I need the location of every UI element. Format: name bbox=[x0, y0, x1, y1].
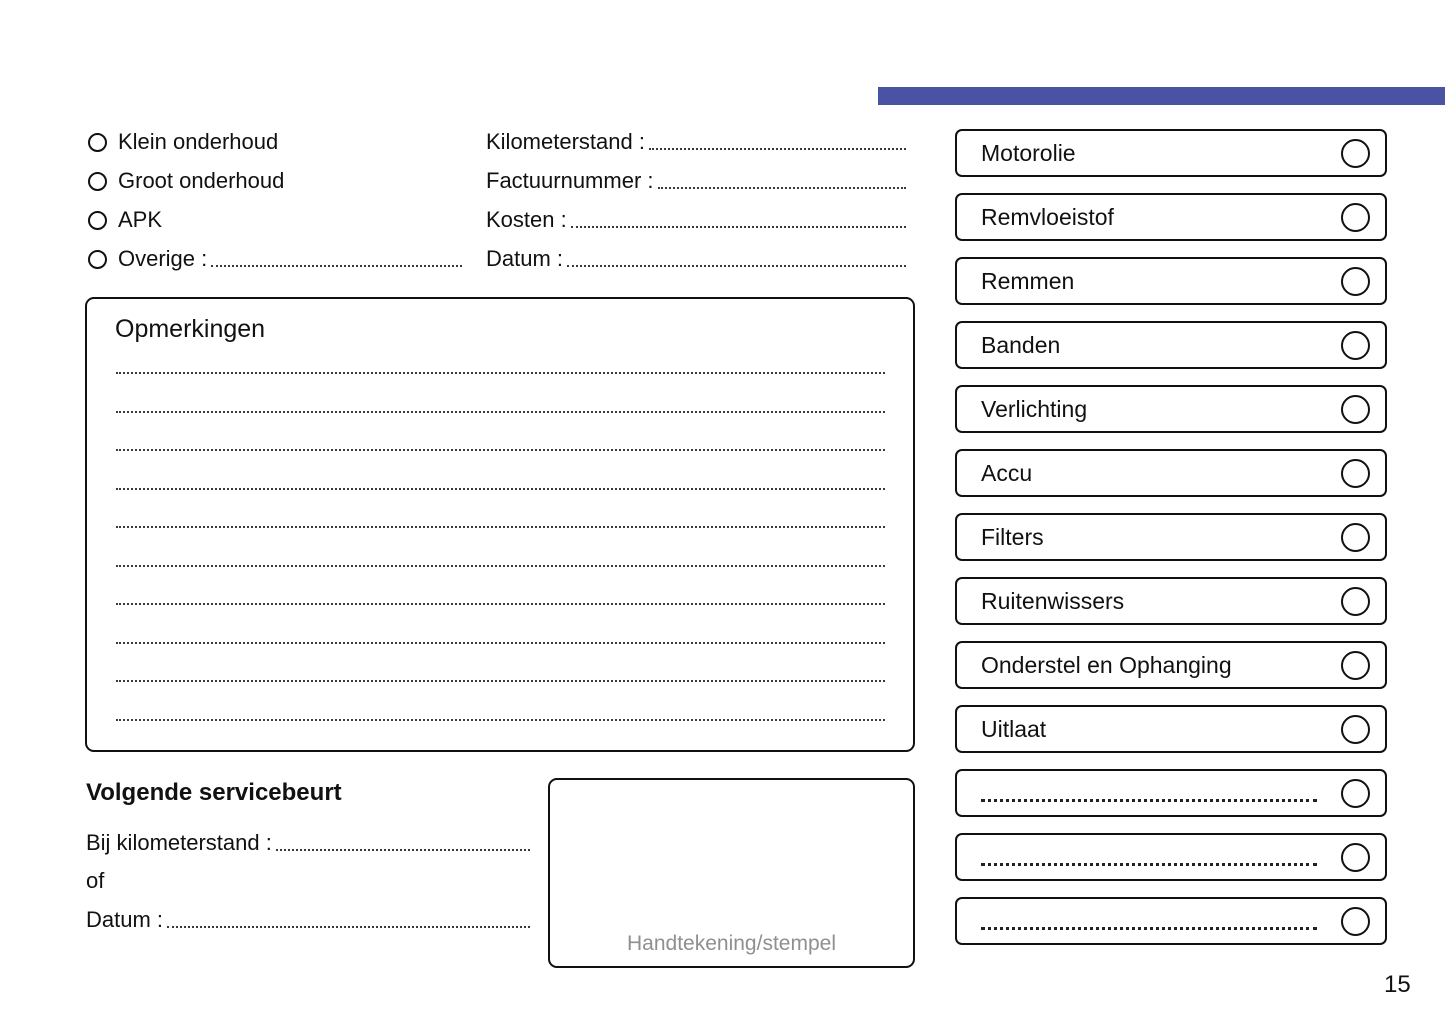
check-circle[interactable] bbox=[1341, 202, 1370, 232]
check-circle[interactable] bbox=[1341, 842, 1370, 872]
checklist-item-label: Banden bbox=[981, 331, 1061, 358]
accent-bar bbox=[878, 87, 1445, 105]
checklist-item-remmen: Remmen bbox=[955, 257, 1387, 305]
service-option-label: APK bbox=[118, 207, 163, 232]
note-line[interactable] bbox=[116, 449, 885, 451]
check-circle[interactable] bbox=[1341, 906, 1370, 936]
field-datum: Datum : bbox=[486, 246, 906, 272]
radio-circle[interactable] bbox=[88, 249, 107, 269]
fill-in-line[interactable] bbox=[211, 265, 462, 267]
radio-circle[interactable] bbox=[88, 171, 107, 191]
check-circle[interactable] bbox=[1341, 522, 1370, 552]
radio-circle[interactable] bbox=[88, 210, 107, 230]
checklist-item-ruitenwissers: Ruitenwissers bbox=[955, 577, 1387, 625]
service-option-apk: APK bbox=[88, 207, 462, 233]
fill-in-line[interactable] bbox=[981, 926, 1317, 930]
checklist-item-blank-3 bbox=[955, 897, 1387, 945]
check-circle[interactable] bbox=[1341, 586, 1370, 616]
check-circle[interactable] bbox=[1341, 458, 1370, 488]
checklist-item-banden: Banden bbox=[955, 321, 1387, 369]
note-line[interactable] bbox=[116, 680, 885, 682]
fill-in-line[interactable] bbox=[657, 187, 906, 189]
checklist-item-filters: Filters bbox=[955, 513, 1387, 561]
note-line[interactable] bbox=[116, 642, 885, 644]
fill-in-line[interactable] bbox=[567, 265, 906, 267]
field-label: Datum : bbox=[86, 906, 164, 932]
check-circle[interactable] bbox=[1341, 650, 1370, 680]
next-service-title: Volgende servicebeurt bbox=[86, 779, 342, 806]
note-line[interactable] bbox=[116, 719, 885, 721]
check-circle[interactable] bbox=[1341, 330, 1370, 360]
checklist-item-label: Accu bbox=[981, 459, 1033, 486]
check-circle[interactable] bbox=[1341, 138, 1370, 168]
checklist-item-label: Motorolie bbox=[981, 139, 1076, 166]
field-label: Factuurnummer : bbox=[486, 168, 654, 193]
note-line[interactable] bbox=[116, 372, 885, 374]
note-line[interactable] bbox=[116, 526, 885, 528]
checklist-item-label: Remmen bbox=[981, 267, 1075, 294]
check-circle[interactable] bbox=[1341, 394, 1370, 424]
fill-in-line[interactable] bbox=[981, 862, 1317, 866]
service-option-label: Overige : bbox=[118, 246, 208, 271]
fill-in-line[interactable] bbox=[275, 849, 530, 851]
field-label: of bbox=[86, 867, 105, 893]
service-option-overige: Overige : bbox=[88, 246, 462, 272]
field-kilometerstand: Kilometerstand : bbox=[486, 129, 906, 155]
checklist-item-blank-1 bbox=[955, 769, 1387, 817]
check-circle[interactable] bbox=[1341, 778, 1370, 808]
radio-circle[interactable] bbox=[88, 132, 107, 152]
service-type-group: Klein onderhoud Groot onderhoud APK Over… bbox=[88, 129, 462, 272]
checklist-item-onderstel-en-ophanging: Onderstel en Ophanging bbox=[955, 641, 1387, 689]
checklist-item-label: Filters bbox=[981, 523, 1044, 550]
note-line[interactable] bbox=[116, 603, 885, 605]
fill-in-line[interactable] bbox=[648, 148, 906, 150]
field-label: Bij kilometerstand : bbox=[86, 829, 272, 855]
checklist-item-label: Onderstel en Ophanging bbox=[981, 651, 1232, 678]
signature-box[interactable]: Handtekening/stempel bbox=[548, 778, 915, 968]
checklist-item-label: Uitlaat bbox=[981, 715, 1047, 742]
fill-in-line[interactable] bbox=[570, 226, 906, 228]
service-option-groot-onderhoud: Groot onderhoud bbox=[88, 168, 462, 194]
checklist-item-label: Remvloeistof bbox=[981, 203, 1114, 230]
field-kosten: Kosten : bbox=[486, 207, 906, 233]
note-line[interactable] bbox=[116, 488, 885, 490]
field-factuurnummer: Factuurnummer : bbox=[486, 168, 906, 194]
note-line[interactable] bbox=[116, 411, 885, 413]
next-service-km-row: Bij kilometerstand : bbox=[86, 829, 530, 856]
remarks-title: Opmerkingen bbox=[115, 315, 266, 343]
checklist: Motorolie Remvloeistof Remmen Banden Ver… bbox=[955, 129, 1387, 945]
invoice-fields: Kilometerstand : Factuurnummer : Kosten … bbox=[486, 129, 906, 272]
next-service-date-row: Datum : bbox=[86, 906, 530, 933]
note-line[interactable] bbox=[116, 565, 885, 567]
fill-in-line[interactable] bbox=[981, 798, 1317, 802]
check-circle[interactable] bbox=[1341, 266, 1370, 296]
service-option-label: Klein onderhoud bbox=[118, 129, 279, 154]
field-label: Kilometerstand : bbox=[486, 129, 645, 154]
checklist-item-label: Ruitenwissers bbox=[981, 587, 1125, 614]
field-label: Datum : bbox=[486, 246, 564, 271]
remarks-box: Opmerkingen bbox=[85, 297, 915, 752]
field-label: Kosten : bbox=[486, 207, 567, 232]
signature-placeholder: Handtekening/stempel bbox=[627, 932, 836, 955]
check-circle[interactable] bbox=[1341, 714, 1370, 744]
checklist-item-label: Verlichting bbox=[981, 395, 1088, 422]
checklist-item-blank-2 bbox=[955, 833, 1387, 881]
checklist-item-uitlaat: Uitlaat bbox=[955, 705, 1387, 753]
service-option-klein-onderhoud: Klein onderhoud bbox=[88, 129, 462, 155]
fill-in-line[interactable] bbox=[167, 926, 530, 928]
checklist-item-accu: Accu bbox=[955, 449, 1387, 497]
next-service-or-row: of bbox=[86, 867, 530, 894]
page-number: 15 bbox=[1384, 971, 1411, 998]
service-option-label: Groot onderhoud bbox=[118, 168, 285, 193]
checklist-item-motorolie: Motorolie bbox=[955, 129, 1387, 177]
checklist-item-verlichting: Verlichting bbox=[955, 385, 1387, 433]
checklist-item-remvloeistof: Remvloeistof bbox=[955, 193, 1387, 241]
